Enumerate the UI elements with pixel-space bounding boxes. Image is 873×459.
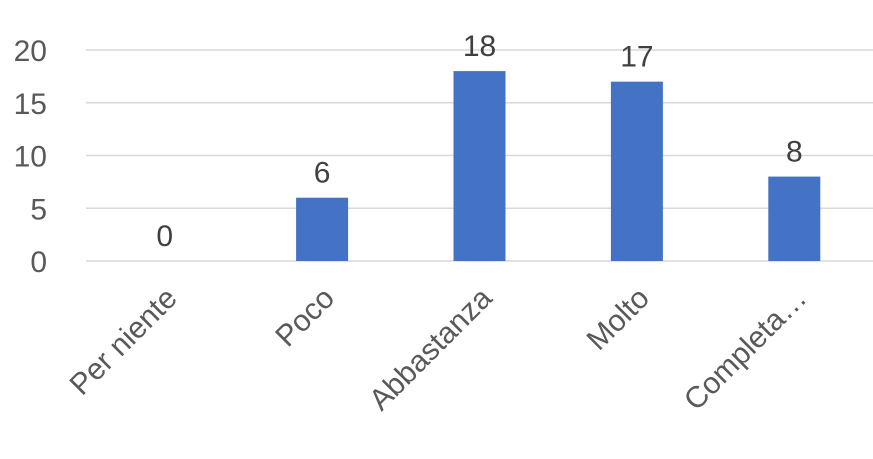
bar bbox=[768, 176, 821, 261]
data-label: 6 bbox=[314, 157, 331, 190]
y-tick-label: 5 bbox=[30, 193, 47, 226]
data-labels: 0 6 18 17 8 bbox=[156, 30, 802, 253]
category-label: Abbastanza bbox=[363, 281, 499, 417]
y-tick-label: 20 bbox=[14, 35, 47, 68]
data-label: 8 bbox=[786, 136, 803, 169]
category-label: Completa… bbox=[678, 282, 813, 417]
x-axis-category-labels: Per niente Poco Abbastanza Molto Completa… bbox=[64, 281, 814, 417]
data-label: 0 bbox=[156, 220, 173, 253]
data-label: 17 bbox=[620, 41, 653, 74]
y-tick-label: 15 bbox=[14, 88, 47, 121]
category-label: Per niente bbox=[64, 282, 184, 402]
y-axis-tick-labels: 0 5 10 15 20 bbox=[14, 35, 47, 279]
category-label: Poco bbox=[269, 282, 341, 354]
bar bbox=[453, 71, 506, 261]
y-tick-label: 10 bbox=[14, 141, 47, 174]
data-label: 18 bbox=[463, 30, 496, 63]
category-label: Molto bbox=[581, 282, 656, 357]
bar bbox=[296, 197, 349, 261]
bar bbox=[610, 81, 663, 262]
y-tick-label: 0 bbox=[30, 246, 47, 279]
bars bbox=[296, 71, 821, 262]
